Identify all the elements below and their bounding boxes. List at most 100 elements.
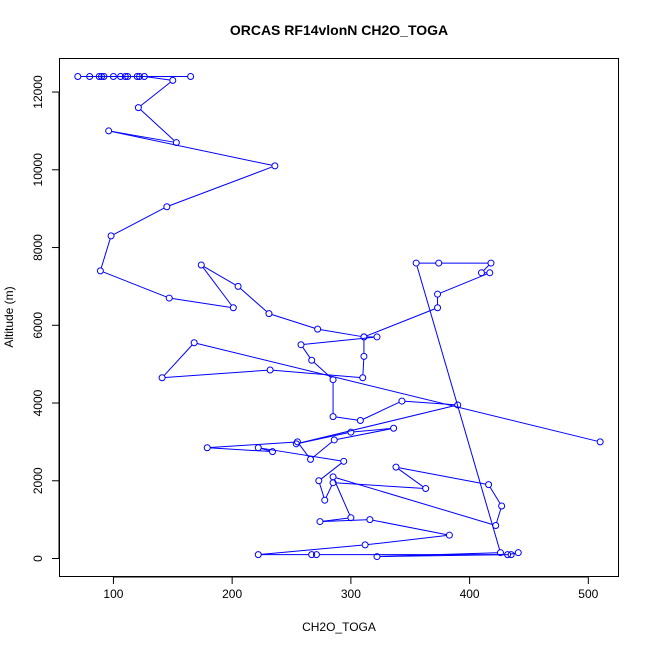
- data-point: [477, 269, 485, 277]
- data-point: [485, 481, 493, 489]
- series-segment: [111, 131, 273, 166]
- y-tick-label: 4000: [31, 389, 45, 416]
- data-point: [297, 341, 305, 349]
- data-point: [435, 259, 443, 267]
- series-segment: [362, 359, 365, 375]
- series-segment: [337, 428, 391, 440]
- data-point: [347, 514, 355, 522]
- data-point: [314, 325, 322, 333]
- data-point: [107, 232, 115, 240]
- x-tick-label: 300: [341, 587, 361, 601]
- data-point: [203, 444, 211, 452]
- data-point: [98, 72, 106, 80]
- data-point: [514, 549, 522, 557]
- series-segment: [303, 336, 375, 345]
- data-point: [486, 269, 494, 277]
- x-tick-label: 100: [103, 587, 123, 601]
- series-segment: [298, 443, 310, 458]
- data-point: [269, 448, 277, 456]
- data-point: [100, 72, 108, 80]
- data-point: [134, 104, 142, 112]
- series-segment: [319, 483, 325, 498]
- series-segment: [496, 508, 502, 523]
- series-segment: [320, 462, 342, 480]
- data-point: [136, 72, 144, 80]
- data-point: [265, 310, 273, 318]
- series-segment: [483, 264, 490, 272]
- series-segment: [299, 432, 349, 444]
- data-point: [190, 339, 198, 347]
- series-segment: [261, 447, 341, 462]
- data-point: [172, 139, 180, 147]
- data-point: [124, 72, 132, 80]
- data-point: [312, 551, 320, 559]
- data-point: [74, 72, 82, 80]
- data-point: [390, 424, 398, 432]
- data-point: [271, 162, 279, 170]
- series-segment: [210, 441, 295, 449]
- data-point: [197, 261, 205, 269]
- data-point: [340, 457, 348, 465]
- series-segment: [165, 369, 268, 379]
- x-tick-label: 400: [460, 587, 480, 601]
- series-segment: [147, 76, 170, 81]
- series-segment: [261, 544, 363, 555]
- series-segment: [362, 401, 400, 420]
- data-point: [316, 518, 324, 526]
- series-segment: [202, 267, 232, 306]
- data-point: [507, 551, 515, 559]
- data-point: [293, 438, 301, 446]
- y-tick-label: 10000: [31, 153, 45, 187]
- data-point: [329, 413, 337, 421]
- series-segment: [335, 477, 493, 526]
- series-segment: [372, 519, 447, 536]
- data-point: [307, 455, 315, 463]
- data-point: [109, 72, 117, 80]
- data-point: [165, 294, 173, 302]
- data-point: [360, 333, 368, 341]
- data-point: [329, 473, 337, 481]
- data-point: [373, 333, 381, 341]
- data-point: [140, 72, 148, 80]
- series-segment: [336, 482, 423, 489]
- x-tick-label: 200: [222, 587, 242, 601]
- data-point: [308, 356, 316, 364]
- data-point: [356, 417, 364, 425]
- data-point: [492, 521, 500, 529]
- data-point: [422, 485, 430, 493]
- data-point: [158, 374, 166, 382]
- data-point: [392, 463, 400, 471]
- series-segment: [489, 486, 501, 504]
- series-segment: [398, 467, 486, 485]
- series-points-group: [74, 72, 604, 561]
- series-segment: [203, 266, 236, 286]
- x-axis: 100 200 300 400 500: [103, 576, 599, 601]
- x-axis-label: CH2O_TOGA: [302, 620, 376, 634]
- data-point: [169, 76, 177, 84]
- data-point: [254, 444, 262, 452]
- y-tick-label: 8000: [31, 234, 45, 261]
- data-point: [434, 290, 442, 298]
- series-segment: [320, 329, 362, 337]
- series-segment: [100, 238, 111, 269]
- y-tick-label: 6000: [31, 312, 45, 339]
- data-point: [596, 438, 604, 446]
- series-line-group: [80, 75, 598, 558]
- data-point: [163, 203, 171, 211]
- data-point: [487, 259, 495, 267]
- series-segment: [366, 308, 435, 337]
- series-segment: [240, 288, 268, 313]
- data-point: [373, 553, 381, 561]
- series-segment: [302, 346, 311, 359]
- y-axis-label: Altitude (m): [2, 286, 16, 347]
- series-segment: [172, 298, 231, 308]
- data-point: [105, 127, 113, 135]
- data-point: [445, 531, 453, 539]
- plot-frame: [59, 58, 619, 577]
- series-segment: [312, 441, 333, 458]
- data-point: [361, 541, 369, 549]
- y-tick-label: 0: [31, 555, 45, 562]
- y-axis: 0 2000 4000 6000 8000 10000 12000: [31, 75, 60, 562]
- data-point: [504, 551, 512, 559]
- data-point: [133, 72, 141, 80]
